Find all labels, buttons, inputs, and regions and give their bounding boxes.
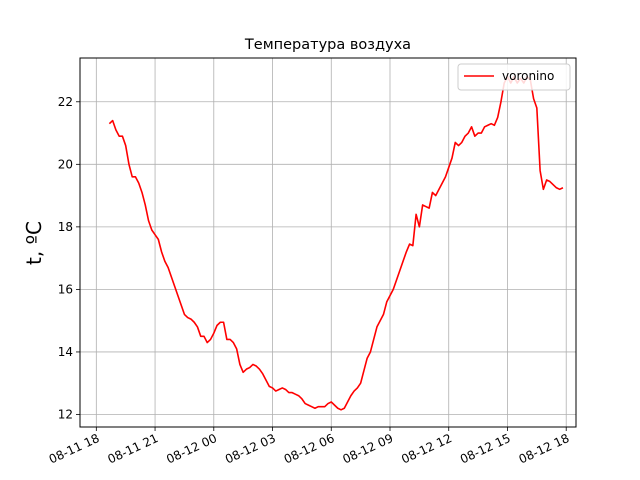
y-tick-label: 20 — [58, 157, 73, 171]
x-tick-label: 08-12 15 — [458, 431, 513, 466]
y-tick-label: 14 — [58, 345, 73, 359]
series-line-voronino — [108, 75, 564, 411]
x-tick-label: 08-12 12 — [399, 431, 454, 466]
x-tick-label: 08-12 03 — [223, 431, 278, 466]
x-tick-label: 08-11 21 — [106, 431, 161, 466]
x-tick-label: 08-11 18 — [47, 431, 102, 466]
y-tick-label: 12 — [58, 407, 73, 421]
y-tick-label: 18 — [58, 220, 73, 234]
x-tick-label: 08-12 18 — [517, 431, 572, 466]
x-tick-label: 08-12 09 — [340, 431, 395, 466]
y-tick-label: 22 — [58, 95, 73, 109]
legend-box — [457, 63, 571, 91]
plot-frame — [79, 57, 577, 428]
x-tick-label: 08-12 06 — [282, 431, 337, 466]
x-axis: 08-11 18 08-11 21 08-12 00 08-12 03 08-12 06… — [47, 427, 572, 467]
legend: voronino — [457, 63, 571, 91]
grid — [80, 58, 576, 427]
y-axis: 12 14 16 18 20 22 — [58, 95, 80, 421]
legend-label: voronino — [502, 69, 554, 83]
chart-title: Температура воздуха — [244, 37, 411, 53]
y-axis-label: t, ºC — [22, 221, 46, 265]
x-tick-label: 08-12 00 — [164, 431, 219, 466]
y-tick-label: 16 — [58, 282, 73, 296]
series-layer — [108, 75, 564, 411]
